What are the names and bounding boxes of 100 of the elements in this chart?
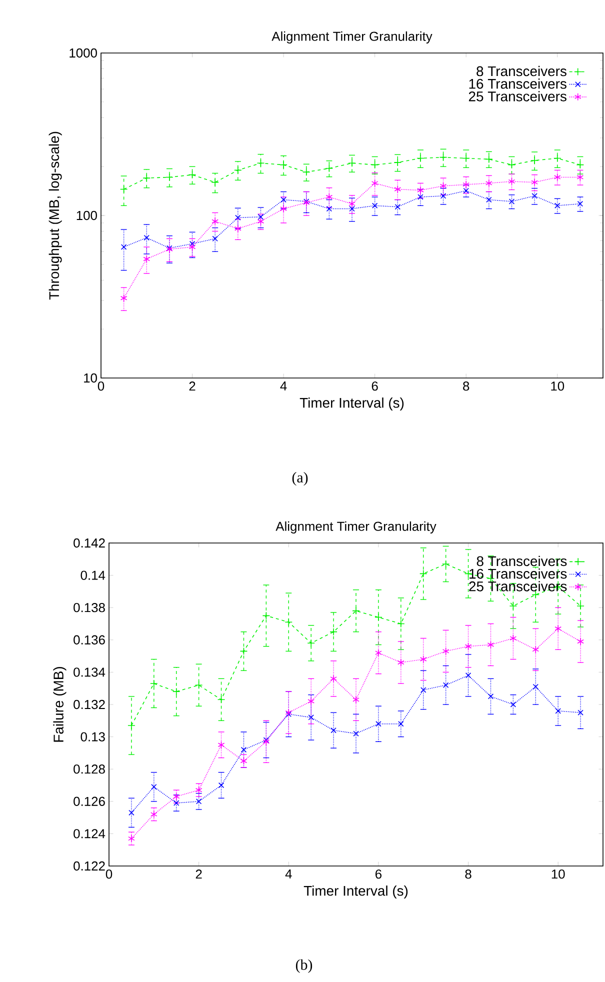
point <box>532 684 539 690</box>
point <box>258 214 264 220</box>
point <box>485 155 493 164</box>
point <box>217 696 226 704</box>
x-tick-label: 0 <box>106 870 112 879</box>
point <box>151 784 157 790</box>
point <box>308 714 314 720</box>
point <box>172 792 180 800</box>
point <box>326 193 333 201</box>
point <box>420 655 427 664</box>
chart-title: Alignment Timer Granularity <box>276 521 436 534</box>
point <box>375 648 382 657</box>
point <box>143 255 150 263</box>
point <box>576 602 584 610</box>
point <box>150 810 158 818</box>
point <box>508 198 515 204</box>
x-tick-label: 2 <box>189 382 196 391</box>
x-axis-title: Timer Interval (s) <box>304 886 408 899</box>
point <box>330 674 337 683</box>
point <box>554 202 560 208</box>
point <box>150 680 158 688</box>
point <box>439 153 448 162</box>
point <box>284 618 293 626</box>
x-tick-label: 4 <box>285 870 292 878</box>
point <box>555 708 561 714</box>
point <box>417 186 424 194</box>
point <box>349 206 355 212</box>
point <box>371 179 378 188</box>
point <box>262 738 270 746</box>
point <box>188 170 196 179</box>
point <box>553 154 562 162</box>
point <box>240 647 248 656</box>
y-axis-title: Failure (MB) <box>53 667 66 742</box>
x-tick-label: 10 <box>552 870 565 879</box>
point <box>577 200 584 207</box>
point <box>234 166 242 174</box>
point <box>166 245 172 251</box>
point <box>166 245 173 254</box>
x-tick-label: 8 <box>465 870 472 879</box>
x-tick-label: 8 <box>463 382 470 391</box>
x-tick-label: 2 <box>196 870 202 879</box>
point <box>234 224 242 233</box>
point <box>128 810 134 816</box>
legend-label: 25 Transceivers <box>468 91 566 102</box>
point <box>442 682 449 688</box>
y-tick-label: 0.138 <box>74 603 105 612</box>
x-tick-label: 10 <box>551 382 564 391</box>
point <box>166 173 174 182</box>
point <box>240 757 248 765</box>
point <box>440 182 447 190</box>
text: (b) <box>296 959 312 973</box>
point <box>188 243 196 251</box>
point <box>416 154 424 162</box>
point <box>280 196 286 203</box>
y-tick-label: 0.132 <box>74 700 105 710</box>
point <box>218 782 224 788</box>
point <box>510 702 516 708</box>
point <box>144 234 150 241</box>
point <box>218 740 225 749</box>
y-tick-label: 0.122 <box>74 861 105 871</box>
point <box>352 696 360 704</box>
y-tick-label: 10 <box>84 373 97 383</box>
point <box>532 193 538 199</box>
point <box>120 244 127 250</box>
point <box>120 294 128 302</box>
point <box>280 160 288 169</box>
legend-label: 8 Transceivers <box>476 556 567 566</box>
point <box>307 639 315 648</box>
point <box>554 624 562 632</box>
point <box>286 711 292 718</box>
legend-label: 16 Transceivers <box>469 78 566 89</box>
point <box>128 834 135 842</box>
point <box>577 638 584 646</box>
point <box>576 160 584 169</box>
point <box>325 164 334 172</box>
point <box>397 620 405 628</box>
point <box>465 672 472 678</box>
point <box>194 681 203 690</box>
point <box>419 570 428 578</box>
point <box>330 628 338 636</box>
x-tick-label: 4 <box>280 382 287 390</box>
point <box>374 613 382 622</box>
point <box>376 721 382 727</box>
point <box>420 687 426 693</box>
point <box>464 642 472 650</box>
legend-label: 8 Transceivers <box>476 66 566 76</box>
point <box>418 194 424 200</box>
point <box>532 646 540 654</box>
point <box>280 204 287 213</box>
y-tick-label: 0.124 <box>74 829 106 838</box>
y-tick-label: 1000 <box>70 48 97 58</box>
point <box>302 198 310 207</box>
point <box>397 658 404 666</box>
point <box>442 560 450 568</box>
point <box>235 214 241 221</box>
point <box>348 200 356 208</box>
point <box>530 156 538 164</box>
point <box>308 697 315 706</box>
point <box>578 710 584 716</box>
point <box>508 160 516 169</box>
